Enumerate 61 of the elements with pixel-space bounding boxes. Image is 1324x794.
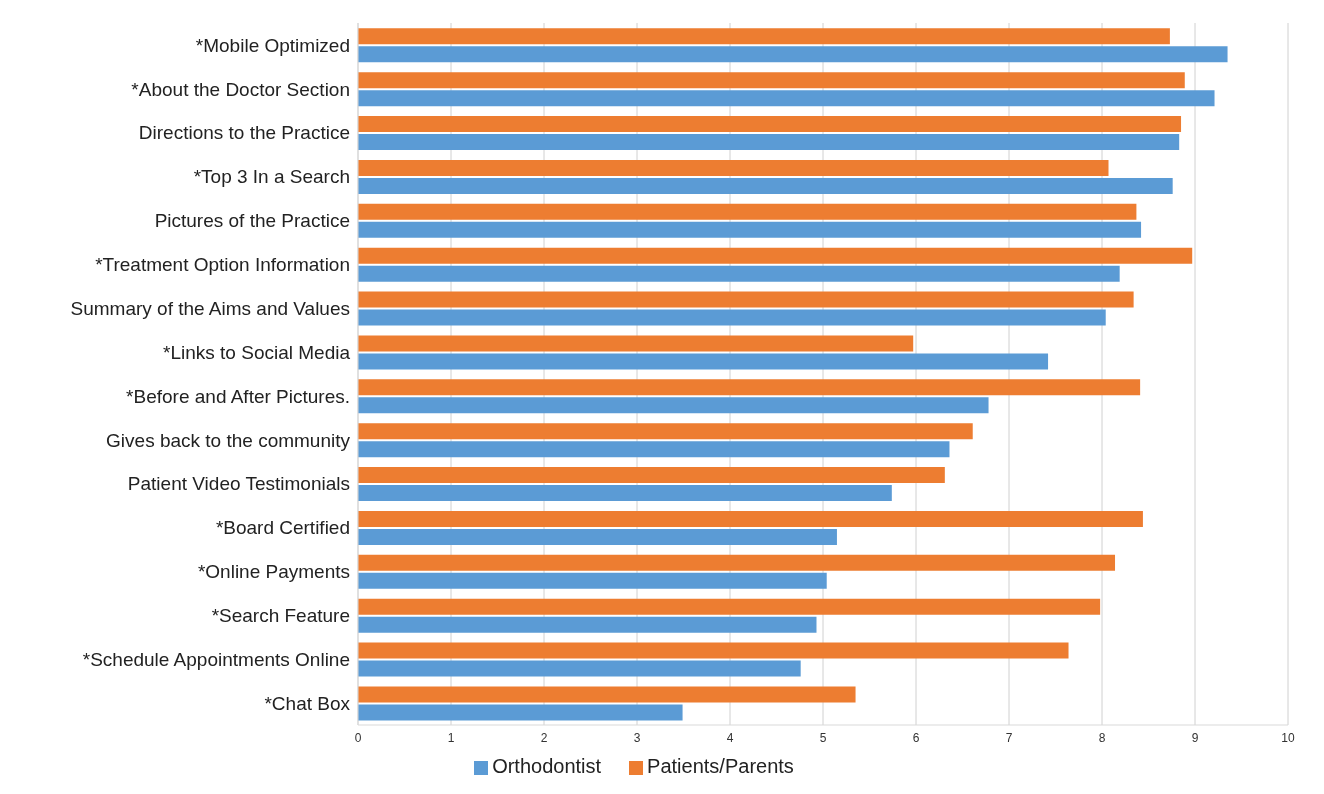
bar bbox=[358, 572, 827, 589]
bar bbox=[358, 221, 1142, 238]
bar bbox=[358, 554, 1116, 571]
bar bbox=[358, 660, 801, 677]
x-tick-label: 8 bbox=[1098, 730, 1106, 745]
bar bbox=[358, 423, 973, 440]
y-tick-label: *Before and After Pictures. bbox=[126, 385, 350, 407]
x-tick-label: 6 bbox=[912, 730, 920, 745]
x-tick-label: 7 bbox=[1005, 730, 1013, 745]
bar bbox=[358, 134, 1180, 151]
bar bbox=[358, 72, 1185, 89]
bar bbox=[358, 177, 1173, 194]
bar bbox=[358, 203, 1137, 220]
bar bbox=[358, 704, 683, 721]
bar bbox=[358, 485, 892, 502]
legend-label: Orthodontist bbox=[492, 755, 602, 777]
x-tick-label: 2 bbox=[540, 730, 548, 745]
bar bbox=[358, 265, 1120, 282]
x-tick-label: 10 bbox=[1281, 730, 1295, 745]
bar bbox=[358, 353, 1049, 370]
y-tick-label: Summary of the Aims and Values bbox=[70, 297, 350, 319]
y-tick-label: *Mobile Optimized bbox=[195, 34, 350, 56]
bar bbox=[358, 116, 1182, 133]
x-tick-label: 9 bbox=[1191, 730, 1199, 745]
bar bbox=[358, 247, 1193, 264]
legend-label: Patients/Parents bbox=[647, 755, 794, 777]
bar bbox=[358, 335, 914, 352]
y-tick-label: Patient Video Testimonials bbox=[127, 473, 350, 495]
bar bbox=[358, 598, 1101, 615]
bar bbox=[358, 467, 945, 484]
y-tick-label: *Schedule Appointments Online bbox=[82, 648, 350, 670]
bar bbox=[358, 379, 1141, 396]
x-tick-label: 3 bbox=[633, 730, 641, 745]
y-tick-label: *Online Payments bbox=[197, 561, 350, 583]
bar bbox=[358, 642, 1069, 659]
y-tick-label: Directions to the Practice bbox=[138, 122, 350, 144]
bar bbox=[358, 309, 1106, 326]
x-tick-label: 5 bbox=[819, 730, 827, 745]
bar bbox=[358, 510, 1143, 527]
bar bbox=[358, 616, 817, 633]
bar bbox=[358, 90, 1215, 107]
y-tick-label: Pictures of the Practice bbox=[154, 210, 350, 232]
y-tick-label: *Links to Social Media bbox=[163, 341, 351, 363]
y-tick-label: Gives back to the community bbox=[106, 429, 351, 451]
y-tick-label: *Top 3 In a Search bbox=[193, 166, 350, 188]
bar bbox=[358, 397, 989, 414]
y-tick-label: *About the Doctor Section bbox=[131, 78, 350, 100]
bar bbox=[358, 528, 837, 545]
bar bbox=[358, 686, 856, 703]
bar bbox=[358, 291, 1134, 308]
bar bbox=[358, 28, 1170, 45]
x-tick-label: 4 bbox=[726, 730, 734, 745]
x-tick-label: 1 bbox=[447, 730, 455, 745]
y-tick-label: *Board Certified bbox=[215, 517, 350, 539]
bar bbox=[358, 159, 1109, 176]
bar bbox=[358, 46, 1228, 63]
x-tick-label: 0 bbox=[354, 730, 362, 745]
y-tick-label: *Search Feature bbox=[211, 605, 350, 627]
bar bbox=[358, 441, 950, 458]
y-tick-label: *Chat Box bbox=[264, 692, 351, 714]
y-tick-label: *Treatment Option Information bbox=[95, 254, 350, 276]
